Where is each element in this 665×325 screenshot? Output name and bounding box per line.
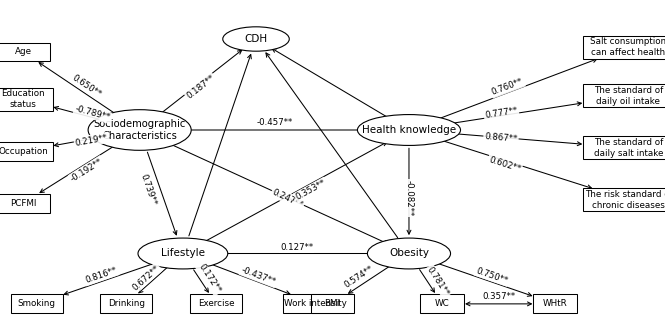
Text: -0.082**: -0.082** — [404, 180, 414, 216]
Text: -0.437**: -0.437** — [240, 266, 277, 287]
FancyBboxPatch shape — [583, 136, 665, 159]
Text: Exercise: Exercise — [198, 299, 234, 308]
Ellipse shape — [138, 238, 228, 269]
Text: The risk standard of
chronic diseases: The risk standard of chronic diseases — [585, 190, 665, 210]
Ellipse shape — [223, 27, 289, 51]
FancyBboxPatch shape — [533, 294, 577, 313]
Text: 0.816**: 0.816** — [84, 266, 118, 285]
Ellipse shape — [358, 115, 460, 146]
Text: Work intensity: Work intensity — [285, 299, 347, 308]
FancyBboxPatch shape — [583, 84, 665, 107]
Text: Sociodemographic
Characteristics: Sociodemographic Characteristics — [94, 119, 186, 141]
Text: Occupation: Occupation — [0, 147, 48, 156]
Text: 0.781**: 0.781** — [425, 265, 451, 298]
Text: 0.172**: 0.172** — [196, 263, 222, 295]
FancyBboxPatch shape — [283, 294, 348, 313]
FancyBboxPatch shape — [11, 294, 63, 313]
Text: Smoking: Smoking — [17, 299, 56, 308]
Text: 0.760**: 0.760** — [490, 77, 525, 97]
FancyBboxPatch shape — [0, 43, 51, 61]
Text: Health knowledge: Health knowledge — [362, 125, 456, 135]
Text: Obesity: Obesity — [389, 249, 429, 258]
Text: Age: Age — [15, 47, 32, 57]
FancyBboxPatch shape — [311, 294, 354, 313]
FancyBboxPatch shape — [100, 294, 152, 313]
Text: The standard of
daily oil intake: The standard of daily oil intake — [594, 86, 663, 106]
Text: WHtR: WHtR — [543, 299, 568, 308]
Text: Education
status: Education status — [1, 89, 45, 109]
Text: -0.192**: -0.192** — [69, 156, 104, 183]
Text: BMI: BMI — [325, 299, 340, 308]
Text: WC: WC — [435, 299, 450, 308]
Text: 0.357**: 0.357** — [482, 292, 515, 301]
Text: 0.739**: 0.739** — [139, 173, 158, 207]
Ellipse shape — [88, 110, 192, 150]
Text: 0.219**: 0.219** — [74, 133, 108, 148]
Text: 0.187**: 0.187** — [185, 73, 217, 101]
Text: 0.777**: 0.777** — [484, 106, 519, 120]
FancyBboxPatch shape — [0, 194, 51, 213]
Text: 0.672**: 0.672** — [130, 264, 162, 292]
Text: Drinking: Drinking — [108, 299, 145, 308]
FancyBboxPatch shape — [420, 294, 464, 313]
Text: -0.457**: -0.457** — [256, 118, 293, 127]
Text: 0.127**: 0.127** — [280, 242, 313, 252]
Text: 0.867**: 0.867** — [484, 132, 518, 144]
Ellipse shape — [367, 238, 451, 269]
Text: CDH: CDH — [245, 34, 267, 44]
Text: Lifestyle: Lifestyle — [161, 249, 205, 258]
Text: 0.602**: 0.602** — [487, 155, 522, 174]
Text: Salt consumption
can affect health: Salt consumption can affect health — [591, 37, 665, 57]
FancyBboxPatch shape — [583, 35, 665, 59]
FancyBboxPatch shape — [190, 294, 242, 313]
FancyBboxPatch shape — [0, 142, 53, 161]
Text: -0.789**: -0.789** — [74, 105, 111, 123]
Text: PCFMI: PCFMI — [10, 199, 37, 208]
Text: 0.353**: 0.353** — [295, 178, 328, 202]
FancyBboxPatch shape — [583, 188, 665, 211]
Text: 0.247**: 0.247** — [271, 187, 305, 209]
Text: 0.574**: 0.574** — [342, 264, 375, 290]
Text: 0.750**: 0.750** — [475, 266, 509, 285]
Text: 0.650**: 0.650** — [70, 73, 102, 99]
FancyBboxPatch shape — [0, 88, 53, 110]
Text: The standard of
daily salt intake: The standard of daily salt intake — [594, 138, 663, 158]
